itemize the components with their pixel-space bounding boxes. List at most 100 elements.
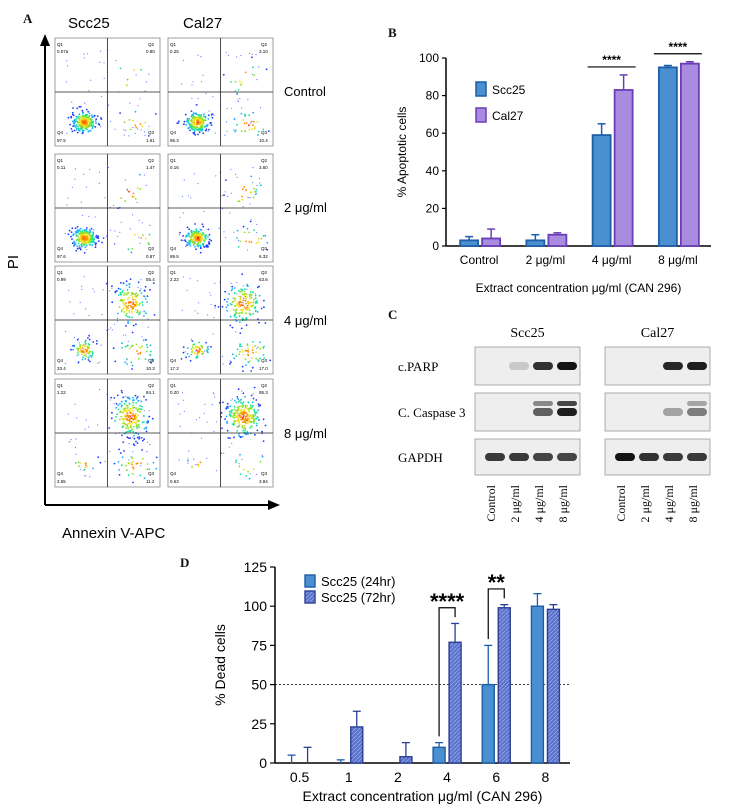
quadrant-label-q2: Q2: [148, 383, 155, 388]
quadrant-value-q2: 55.4: [146, 277, 155, 282]
y-tick-label-50: 50: [251, 677, 267, 693]
significance-label-6: **: [488, 570, 506, 595]
quadrant-label-q4: Q4: [57, 246, 64, 251]
legend-label-scc25: Scc25: [492, 83, 526, 97]
blot-label-c-parp: c.PARP: [398, 359, 438, 374]
bar-cal27-control: [481, 237, 502, 247]
bar-scc25-24hr-4: [432, 746, 446, 764]
quadrant-value-q2: 3.60: [259, 165, 268, 170]
quadrant-label-q3: Q3: [148, 130, 155, 135]
quadrant-value-q2: 95.3: [259, 390, 268, 395]
quadrant-value-q4: 97.6: [57, 254, 66, 259]
x-axis-label: Extract concentration μg/ml (CAN 296): [476, 281, 682, 295]
panel-letter-d: D: [180, 555, 190, 570]
significance-bracket-6: [487, 588, 505, 640]
legend-label-cal27: Cal27: [492, 109, 524, 123]
band-upper-scc25-2: [533, 401, 553, 406]
panel-letter-c: C: [388, 307, 398, 322]
quadrant-label-q2: Q2: [261, 42, 268, 47]
band-gapdh-scc25-0: [485, 453, 505, 461]
quadrant-value-q2: 3.10: [259, 49, 268, 54]
quadrant-label-q2: Q2: [148, 42, 155, 47]
quadrant-value-q4: 0.63: [170, 479, 179, 484]
quadrant-label-q3: Q3: [261, 471, 268, 476]
quadrant-value-q3: 0.87: [146, 254, 155, 259]
x-tick-label-4: 4: [443, 769, 451, 785]
quadrant-value-q3: 11.2: [146, 479, 155, 484]
y-tick-label-0: 0: [432, 239, 439, 253]
band-c-parp-cal27-2: [663, 362, 683, 370]
blot-label-c-caspase-3: C. Caspase 3: [398, 405, 466, 420]
y-tick-label-0: 0: [259, 755, 267, 771]
x-tick-label-4-g-ml: 4 μg/ml: [592, 253, 632, 267]
row-label-8-g-ml: 8 μg/ml: [284, 426, 327, 441]
bar-scc25-72hr-6: [497, 607, 511, 764]
significance-label-4: ****: [430, 589, 465, 614]
annexin-axis-arrowhead: [268, 500, 280, 510]
y-tick-label-80: 80: [426, 89, 440, 103]
bar-scc25-8-g-ml: [657, 66, 678, 247]
annexin-axis-label: Annexin V-APC: [62, 525, 166, 542]
quadrant-label-q2: Q2: [261, 158, 268, 163]
significance-label-8-g-ml: ****: [669, 40, 688, 54]
y-tick-label-20: 20: [426, 201, 440, 215]
legend-swatch-scc25: [475, 81, 487, 97]
quadrant-label-q1: Q1: [170, 270, 177, 275]
lane-label-scc25-4-g-ml: 4 μg/ml: [532, 484, 546, 522]
flow-plot-cal27-8-g-ml: Q1 0.20 Q2 95.3 Q3 3.84 Q4 0.63: [167, 378, 274, 488]
column-header-cal27: Cal27: [183, 15, 222, 32]
legend-swatch-scc25-24hr: [304, 574, 316, 588]
quadrant-label-q1: Q1: [170, 383, 177, 388]
band-c-caspase-3-scc25-2: [533, 408, 553, 416]
lane-label-cal27-2-g-ml: 2 μg/ml: [638, 484, 652, 522]
lane-label-scc25-2-g-ml: 2 μg/ml: [508, 484, 522, 522]
western-blot-panel: Scc25 Cal27 c.PARP C. Caspase 3 GAPDH Control…: [398, 326, 711, 522]
row-label-control: Control: [284, 84, 326, 99]
quadrant-value-q3: 10.3: [146, 366, 155, 371]
y-axis-label: % Dead cells: [212, 624, 228, 706]
quadrant-value-q1: 0.07a: [57, 49, 69, 54]
bar-cal27-2-g-ml: [547, 233, 568, 247]
blot-label-gapdh: GAPDH: [398, 450, 443, 465]
band-gapdh-cal27-3: [687, 453, 707, 461]
quadrant-label-q4: Q4: [170, 246, 177, 251]
quadrant-value-q3: 10.4: [259, 138, 268, 143]
pi-axis-arrowhead: [40, 34, 50, 46]
panel-letter-b: B: [388, 25, 397, 40]
flow-plot-scc25-8-g-ml: Q1 1.22 Q2 84.1 Q3 11.2 Q4 3.55: [54, 378, 161, 488]
band-c-caspase-3-cal27-2: [663, 408, 683, 416]
legend-swatch-scc25-72hr: [304, 590, 316, 604]
flow-plot-cal27-4-g-ml: Q1 2.22 Q2 63.6 Q3 17.0 Q4 17.2: [167, 265, 274, 375]
dead-cells-chart: 0 25 50 75 100 125 % Dead cells Extract concent…: [212, 559, 570, 804]
quadrant-value-q2: 0.80: [146, 49, 155, 54]
y-tick-label-60: 60: [426, 126, 440, 140]
band-c-caspase-3-scc25-3: [557, 408, 577, 416]
quadrant-value-q3: 1.61: [146, 138, 155, 143]
quadrant-label-q3: Q3: [148, 246, 155, 251]
significance-label-4-g-ml: ****: [602, 53, 621, 67]
bar-scc25-72hr-4: [448, 641, 462, 764]
quadrant-label-q1: Q1: [57, 42, 64, 47]
band-upper-scc25-3: [557, 401, 577, 406]
band-gapdh-scc25-2: [533, 453, 553, 461]
quadrant-value-q2: 63.6: [259, 277, 268, 282]
quadrant-label-q1: Q1: [57, 270, 64, 275]
apoptotic-cells-chart: 0 20 40 60 80 100 % Apoptotic cells Extract con…: [395, 40, 711, 295]
band-gapdh-cal27-0: [615, 453, 635, 461]
x-tick-label-6: 6: [492, 769, 500, 785]
flow-plot-cal27-control: Q1 0.25 Q2 3.10 Q3 10.4 Q4 86.3: [167, 37, 274, 147]
pi-axis-label: PI: [5, 255, 22, 269]
flow-plot-scc25-4-g-ml: Q1 0.99 Q2 55.4 Q3 10.3 Q4 33.4: [54, 265, 161, 375]
band-gapdh-scc25-1: [509, 453, 529, 461]
bar-scc25-24hr-8: [530, 605, 545, 764]
quadrant-value-q4: 33.4: [57, 366, 66, 371]
quadrant-value-q1: 0.20: [170, 390, 179, 395]
row-label-2-g-ml: 2 μg/ml: [284, 200, 327, 215]
lane-label-cal27-8-g-ml: 8 μg/ml: [686, 484, 700, 522]
band-c-parp-scc25-3: [557, 362, 577, 370]
lane-label-cal27-control: Control: [614, 484, 628, 521]
flow-plot-scc25-control: Q1 0.07a Q2 0.80 Q3 1.61 Q4 97.5: [54, 37, 161, 147]
x-tick-label-2-g-ml: 2 μg/ml: [526, 253, 566, 267]
band-gapdh-cal27-1: [639, 453, 659, 461]
bar-scc25-72hr-8: [546, 608, 561, 764]
